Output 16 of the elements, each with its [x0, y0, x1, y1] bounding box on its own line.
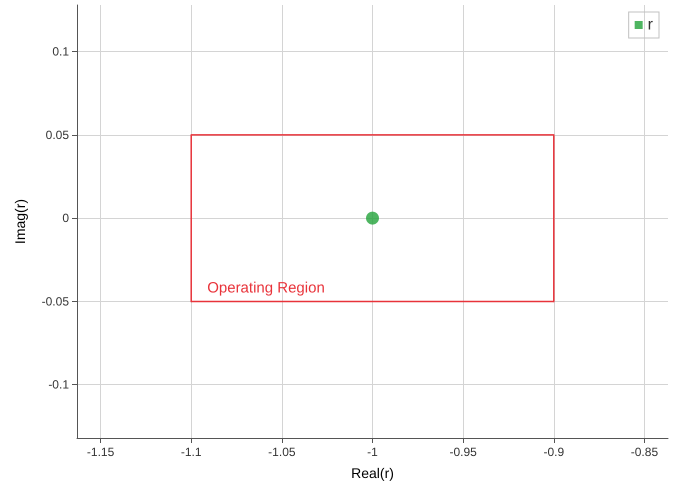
y-tick-label: -0.05: [42, 294, 70, 308]
x-tick-label: -0.9: [543, 445, 564, 459]
y-axis-title: Imag(r): [12, 198, 28, 244]
legend-label: r: [648, 16, 654, 34]
y-tick-label: 0: [62, 211, 70, 226]
y-tick-label: 0.05: [46, 128, 70, 142]
y-tick-label: -0.1: [48, 378, 70, 392]
y-tick-label: 0.1: [52, 44, 70, 59]
x-tick-label: -0.85: [630, 445, 658, 459]
x-tick-label: -1.05: [268, 445, 296, 459]
x-axis-title: Real(r): [351, 465, 394, 481]
x-tick-label: -1.1: [180, 445, 202, 459]
x-tick-label: -0.95: [449, 445, 478, 459]
x-tick-label: -1: [367, 445, 378, 459]
x-tick-label: -1.15: [86, 445, 115, 459]
annotation: Operating Region: [207, 279, 325, 296]
